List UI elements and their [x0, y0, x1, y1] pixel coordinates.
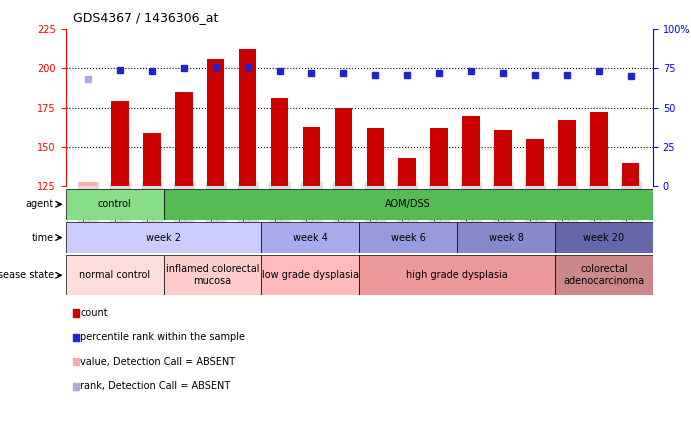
Text: week 8: week 8 — [489, 233, 524, 242]
Bar — [207, 59, 225, 186]
Bar — [66, 222, 261, 253]
Bar — [239, 49, 256, 186]
Text: week 4: week 4 — [293, 233, 328, 242]
Text: control: control — [97, 199, 131, 209]
Bar — [66, 189, 164, 220]
Bar — [261, 255, 359, 295]
Bar — [66, 255, 164, 295]
Text: week 6: week 6 — [391, 233, 426, 242]
Bar — [175, 92, 193, 186]
Text: normal control: normal control — [79, 270, 150, 280]
Text: agent: agent — [26, 199, 54, 209]
Bar — [143, 133, 160, 186]
Text: percentile rank within the sample: percentile rank within the sample — [80, 333, 245, 342]
Bar — [261, 222, 359, 253]
Text: rank, Detection Call = ABSENT: rank, Detection Call = ABSENT — [80, 381, 231, 391]
Bar — [164, 189, 653, 220]
Bar — [555, 255, 653, 295]
Text: inflamed colorectal
mucosa: inflamed colorectal mucosa — [166, 265, 259, 286]
Text: value, Detection Call = ABSENT: value, Detection Call = ABSENT — [80, 357, 236, 367]
Bar — [359, 255, 555, 295]
Text: count: count — [80, 308, 108, 318]
Bar — [526, 139, 544, 186]
Bar — [494, 130, 512, 186]
Text: disease state: disease state — [0, 270, 54, 280]
Bar — [359, 222, 457, 253]
Text: time: time — [32, 233, 54, 242]
Bar — [558, 120, 576, 186]
Bar — [79, 182, 97, 186]
Text: AOM/DSS: AOM/DSS — [386, 199, 431, 209]
Bar — [622, 163, 639, 186]
Bar — [164, 255, 261, 295]
Bar — [366, 128, 384, 186]
Bar — [457, 222, 555, 253]
Bar — [555, 222, 653, 253]
Text: low grade dysplasia: low grade dysplasia — [262, 270, 359, 280]
Bar — [111, 101, 129, 186]
Text: week 2: week 2 — [146, 233, 181, 242]
Text: colorectal
adenocarcinoma: colorectal adenocarcinoma — [563, 265, 645, 286]
Bar — [462, 115, 480, 186]
Bar — [303, 127, 320, 186]
Bar — [430, 128, 448, 186]
Text: week 20: week 20 — [583, 233, 625, 242]
Text: high grade dysplasia: high grade dysplasia — [406, 270, 508, 280]
Bar — [271, 98, 288, 186]
Bar — [399, 158, 416, 186]
Bar — [590, 112, 607, 186]
Text: GDS4367 / 1436306_at: GDS4367 / 1436306_at — [73, 12, 218, 24]
Bar — [334, 108, 352, 186]
